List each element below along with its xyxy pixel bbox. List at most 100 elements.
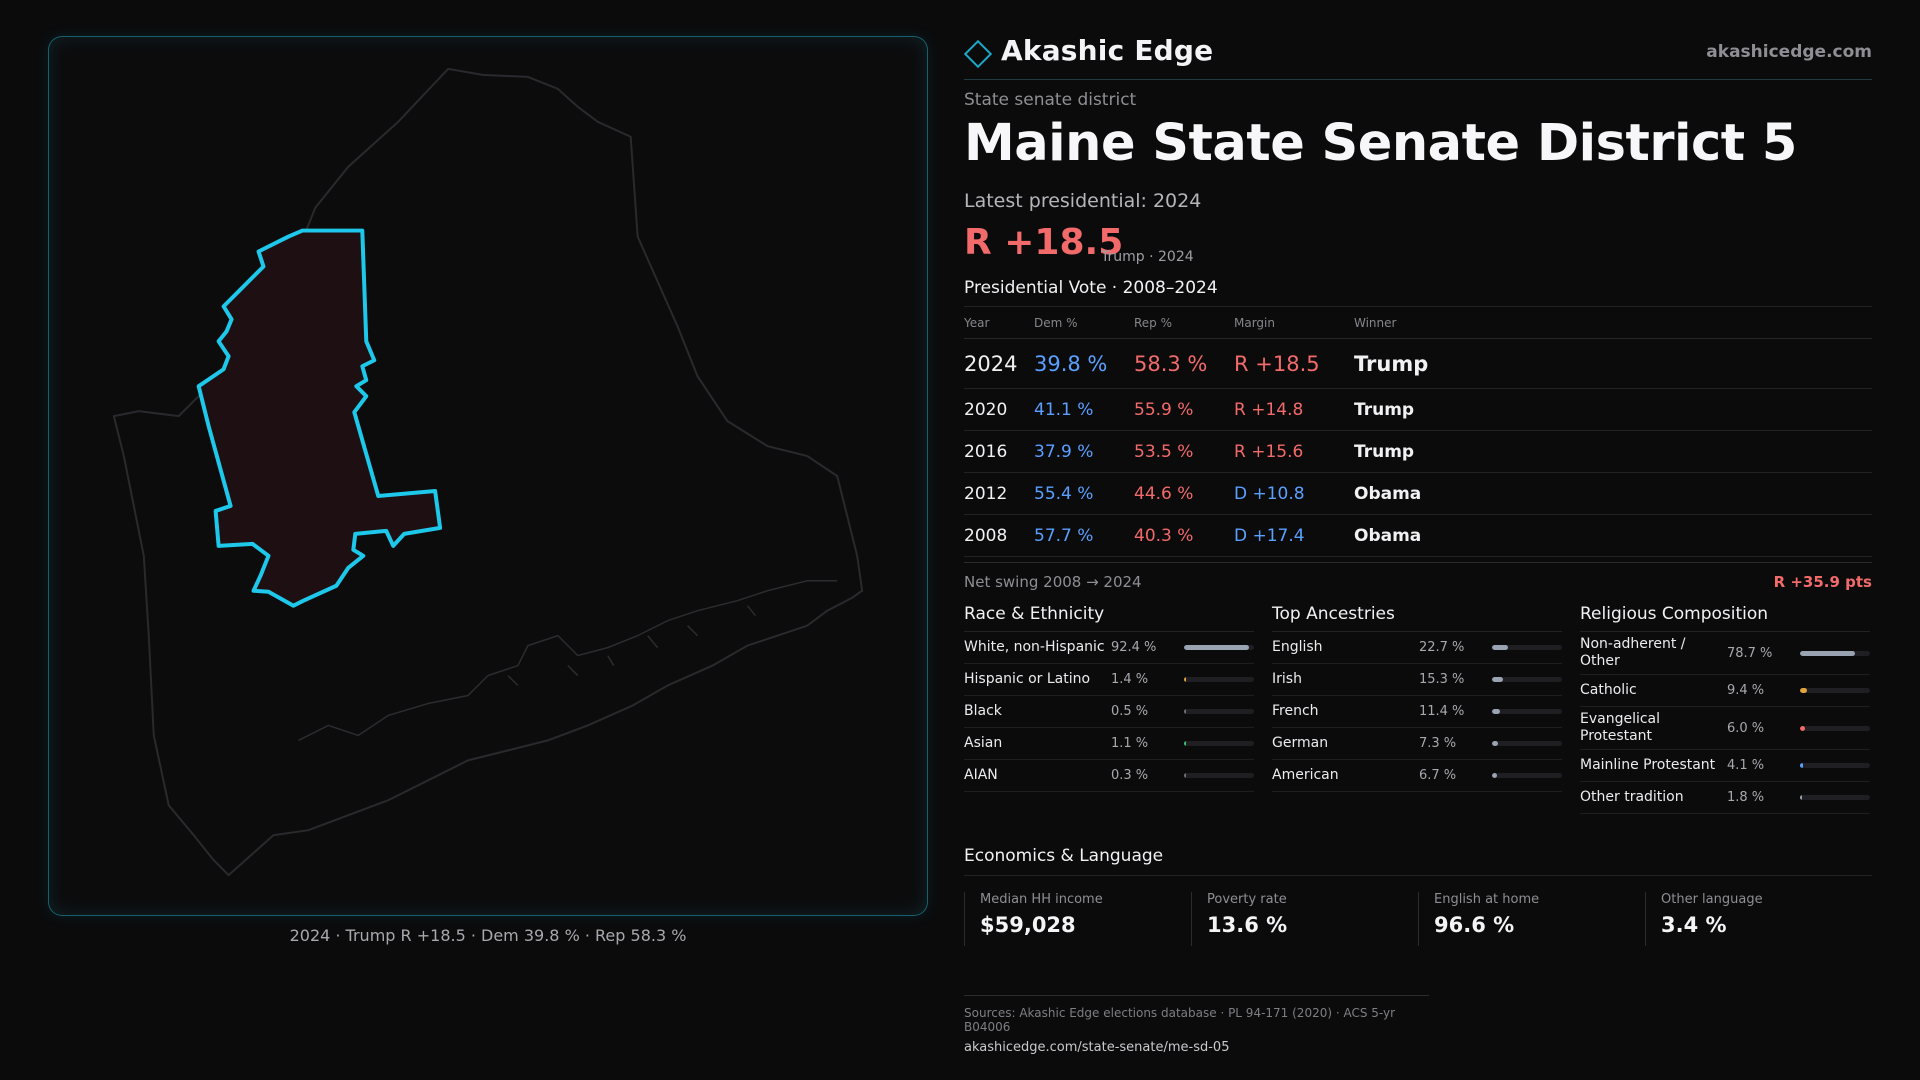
ancestries-bar-fill bbox=[1492, 773, 1498, 778]
ancestries-bar bbox=[1492, 773, 1562, 778]
ancestries-section: Top Ancestries English 22.7 % Irish 15.3 % F… bbox=[1272, 600, 1562, 792]
row-rep-pct: 53.5 % bbox=[1134, 441, 1194, 462]
race-pct: 1.4 % bbox=[1110, 672, 1149, 687]
ancestries-row: English 22.7 % bbox=[1272, 632, 1562, 664]
net-swing-bar: Net swing 2008 → 2024 R +35.9 pts bbox=[964, 562, 1872, 602]
ancestries-bar-fill bbox=[1492, 645, 1509, 650]
religion-row: Catholic 9.4 % bbox=[1580, 675, 1870, 707]
row-margin: R +18.5 bbox=[1234, 351, 1320, 376]
religion-row: Evangelical Protestant 6.0 % bbox=[1580, 707, 1870, 750]
diamond-logo-icon bbox=[963, 39, 993, 69]
religion-bar-fill bbox=[1800, 795, 1802, 800]
ancestries-row: Irish 15.3 % bbox=[1272, 664, 1562, 696]
ancestries-name: French bbox=[1272, 703, 1319, 719]
ancestries-pct: 6.7 % bbox=[1418, 768, 1457, 783]
row-margin: D +10.8 bbox=[1234, 483, 1305, 504]
ancestries-bar bbox=[1492, 741, 1562, 746]
race-bar-fill bbox=[1184, 677, 1186, 682]
ancestries-bar-fill bbox=[1492, 741, 1498, 746]
row-year: 2020 bbox=[964, 399, 1008, 420]
vote-table-row[interactable]: 2012 55.4 % 44.6 % D +10.8 Obama bbox=[964, 473, 1872, 515]
brand-url-link[interactable]: akashicedge.com bbox=[1706, 42, 1872, 62]
ancestries-title: Top Ancestries bbox=[1272, 600, 1562, 632]
ancestries-bar-fill bbox=[1492, 677, 1504, 682]
row-winner: Obama bbox=[1354, 483, 1422, 504]
ancestries-pct: 7.3 % bbox=[1418, 736, 1457, 751]
row-year: 2016 bbox=[964, 441, 1008, 462]
race-name: White, non-Hispanic bbox=[964, 639, 1105, 655]
map-caption: 2024 · Trump R +18.5 · Dem 39.8 % · Rep … bbox=[289, 926, 687, 945]
religion-bar bbox=[1800, 763, 1870, 768]
economics-title: Economics & Language bbox=[964, 844, 1872, 876]
religion-pct: 4.1 % bbox=[1726, 758, 1765, 773]
race-ethnicity-title: Race & Ethnicity bbox=[964, 600, 1254, 632]
vote-table-row[interactable]: 2024 39.8 % 58.3 % R +18.5 Trump bbox=[964, 339, 1872, 389]
religion-bar bbox=[1800, 725, 1870, 731]
latest-presidential-label: Latest presidential: 2024 bbox=[964, 190, 1202, 212]
brand-name[interactable]: Akashic Edge bbox=[1001, 34, 1214, 67]
ancestries-row: German 7.3 % bbox=[1272, 728, 1562, 760]
religion-name: Other tradition bbox=[1580, 789, 1684, 805]
religion-bar-fill bbox=[1800, 650, 1856, 656]
race-row: AIAN 0.3 % bbox=[964, 760, 1254, 792]
race-name: AIAN bbox=[964, 767, 998, 783]
row-dem-pct: 57.7 % bbox=[1034, 525, 1094, 546]
sources-text: Sources: Akashic Edge elections database… bbox=[964, 1006, 1396, 1034]
race-pct: 92.4 % bbox=[1110, 640, 1157, 655]
header-year: Year bbox=[964, 315, 990, 330]
race-bar bbox=[1184, 773, 1254, 778]
race-row: Asian 1.1 % bbox=[964, 728, 1254, 760]
presidential-vote-table: Year Dem % Rep % Margin Winner 2024 39.8 … bbox=[964, 306, 1872, 557]
race-name: Black bbox=[964, 703, 1002, 719]
district-map[interactable] bbox=[48, 36, 928, 916]
net-swing-value: R +35.9 pts bbox=[1773, 573, 1872, 591]
race-row: Black 0.5 % bbox=[964, 696, 1254, 728]
religion-bar-fill bbox=[1800, 763, 1804, 768]
header-dem: Dem % bbox=[1034, 315, 1078, 330]
vote-table-row[interactable]: 2008 57.7 % 40.3 % D +17.4 Obama bbox=[964, 515, 1872, 557]
economics-label: English at home bbox=[1434, 892, 1540, 907]
religion-pct: 9.4 % bbox=[1726, 683, 1765, 698]
religion-bar bbox=[1800, 650, 1870, 656]
vote-table-row[interactable]: 2020 41.1 % 55.9 % R +14.8 Trump bbox=[964, 389, 1872, 431]
religion-bar-fill bbox=[1800, 725, 1805, 731]
source-url-link[interactable]: akashicedge.com/state-senate/me-sd-05 bbox=[964, 1040, 1230, 1055]
economics-card: Other language 3.4 % bbox=[1645, 892, 1872, 946]
race-bar bbox=[1184, 677, 1254, 682]
religion-name: Evangelical Protestant bbox=[1580, 711, 1661, 744]
row-winner: Trump bbox=[1354, 441, 1415, 462]
race-name: Asian bbox=[964, 735, 1003, 751]
ancestries-pct: 11.4 % bbox=[1418, 704, 1465, 719]
row-margin: D +17.4 bbox=[1234, 525, 1305, 546]
row-year: 2024 bbox=[964, 351, 1018, 376]
brand-header: Akashic Edge akashicedge.com bbox=[963, 34, 1872, 80]
religion-title: Religious Composition bbox=[1580, 600, 1870, 632]
economics-cards: Median HH income $59,028 Poverty rate 13.6 … bbox=[964, 892, 1872, 946]
district-type-label: State senate district bbox=[964, 90, 1137, 110]
economics-value: 96.6 % bbox=[1434, 913, 1515, 937]
race-ethnicity-section: Race & Ethnicity White, non-Hispanic 92.4… bbox=[964, 600, 1254, 792]
coastline-detail bbox=[298, 580, 838, 742]
ancestries-bar-fill bbox=[1492, 709, 1501, 714]
row-rep-pct: 40.3 % bbox=[1134, 525, 1194, 546]
headline-margin: R +18.5 bbox=[964, 222, 1124, 263]
district-shape[interactable] bbox=[196, 228, 443, 608]
row-dem-pct: 39.8 % bbox=[1034, 351, 1108, 376]
race-row: Hispanic or Latino 1.4 % bbox=[964, 664, 1254, 696]
ancestries-name: Irish bbox=[1272, 671, 1302, 687]
race-pct: 1.1 % bbox=[1110, 736, 1149, 751]
ancestries-pct: 22.7 % bbox=[1418, 640, 1465, 655]
page-title: Maine State Senate District 5 bbox=[964, 114, 1797, 173]
vote-table-row[interactable]: 2016 37.9 % 53.5 % R +15.6 Trump bbox=[964, 431, 1872, 473]
economics-label: Median HH income bbox=[980, 892, 1103, 907]
economics-card: Median HH income $59,028 bbox=[964, 892, 1191, 946]
row-rep-pct: 58.3 % bbox=[1134, 351, 1208, 376]
race-bar bbox=[1184, 645, 1254, 650]
race-bar-fill bbox=[1184, 741, 1186, 746]
ancestries-pct: 15.3 % bbox=[1418, 672, 1465, 687]
economics-label: Other language bbox=[1661, 892, 1763, 907]
ancestries-bar bbox=[1492, 677, 1562, 682]
row-year: 2008 bbox=[964, 525, 1008, 546]
row-winner: Trump bbox=[1354, 399, 1415, 420]
row-dem-pct: 41.1 % bbox=[1034, 399, 1094, 420]
